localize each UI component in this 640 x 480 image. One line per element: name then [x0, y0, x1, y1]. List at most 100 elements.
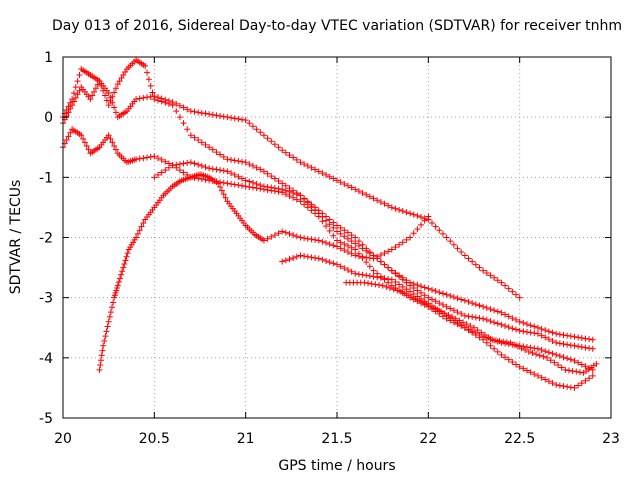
- data-point: [509, 288, 516, 295]
- data-point: [106, 313, 113, 320]
- data-point: [538, 347, 545, 354]
- data-point: [366, 193, 373, 200]
- data-point: [418, 221, 425, 228]
- data-point: [476, 334, 483, 341]
- data-point: [412, 295, 419, 302]
- data-point: [264, 170, 271, 177]
- data-point: [308, 203, 315, 210]
- data-point: [140, 220, 147, 227]
- data-point: [575, 343, 582, 350]
- data-point: [91, 88, 98, 95]
- data-point: [542, 376, 549, 383]
- data-point: [286, 188, 293, 195]
- data-point: [105, 102, 112, 109]
- data-point: [337, 179, 344, 186]
- data-point: [341, 233, 348, 240]
- data-point: [436, 289, 443, 296]
- data-point: [202, 164, 209, 171]
- data-point: [195, 109, 202, 116]
- data-point: [492, 337, 499, 344]
- data-point: [301, 161, 308, 168]
- data-point: [416, 297, 423, 304]
- data-point: [102, 92, 109, 99]
- data-point: [471, 324, 477, 331]
- series-track-2: [60, 57, 596, 352]
- data-point: [260, 183, 267, 190]
- data-point: [246, 183, 253, 190]
- data-point: [458, 310, 465, 317]
- data-point: [363, 247, 370, 254]
- data-point: [487, 272, 494, 279]
- data-point: [520, 365, 527, 372]
- data-point: [461, 297, 468, 304]
- x-tick-label: 22: [419, 431, 437, 447]
- data-point: [67, 129, 74, 136]
- data-point: [118, 271, 125, 278]
- data-point: [366, 263, 373, 270]
- data-point: [108, 304, 115, 311]
- data-point: [428, 296, 435, 303]
- data-point: [494, 308, 501, 315]
- data-point: [439, 301, 446, 308]
- data-point: [427, 303, 434, 310]
- data-point: [140, 94, 147, 101]
- data-point: [330, 219, 337, 226]
- data-point: [330, 232, 337, 239]
- data-point: [374, 274, 381, 281]
- data-point: [105, 318, 112, 325]
- data-point: [118, 75, 125, 82]
- data-point: [498, 309, 505, 316]
- data-point: [286, 152, 293, 159]
- data-point: [326, 227, 333, 234]
- data-point: [377, 274, 384, 281]
- data-point: [187, 108, 194, 115]
- data-point: [257, 182, 264, 189]
- data-point: [352, 234, 359, 241]
- data-point: [105, 132, 112, 139]
- data-point: [439, 290, 446, 297]
- data-point: [239, 116, 246, 123]
- data-point: [147, 153, 154, 160]
- data-point: [330, 175, 337, 182]
- data-point: [385, 264, 392, 271]
- data-point: [531, 323, 538, 330]
- data-point: [359, 253, 366, 260]
- data-point: [76, 72, 83, 79]
- data-point: [344, 248, 351, 255]
- data-point: [308, 254, 315, 261]
- data-point: [85, 146, 92, 153]
- data-point: [399, 274, 406, 281]
- data-point: [494, 320, 501, 327]
- data-point: [403, 277, 410, 284]
- data-point: [469, 258, 476, 265]
- y-tick-label: -5: [39, 411, 53, 427]
- data-point: [564, 332, 571, 339]
- data-point: [180, 169, 187, 176]
- data-point: [385, 202, 392, 209]
- data-point: [385, 248, 392, 255]
- data-point: [268, 173, 275, 180]
- data-point: [169, 102, 176, 109]
- data-point: [330, 224, 337, 231]
- data-point: [432, 288, 439, 295]
- data-point: [516, 363, 523, 370]
- data-point: [575, 382, 582, 389]
- data-point: [403, 286, 410, 293]
- data-point: [511, 341, 518, 348]
- data-point: [465, 327, 472, 334]
- data-point: [452, 315, 459, 322]
- data-point: [169, 162, 176, 169]
- data-point: [334, 228, 340, 235]
- data-point: [516, 327, 523, 334]
- data-point: [505, 356, 512, 363]
- data-point: [297, 159, 304, 166]
- data-point: [414, 212, 421, 219]
- data-point: [334, 177, 340, 184]
- data-point: [341, 241, 348, 248]
- data-point: [461, 252, 468, 259]
- data-point: [447, 305, 454, 312]
- data-point: [133, 96, 140, 103]
- data-point: [337, 224, 344, 231]
- data-point: [268, 184, 275, 191]
- data-point: [534, 330, 541, 337]
